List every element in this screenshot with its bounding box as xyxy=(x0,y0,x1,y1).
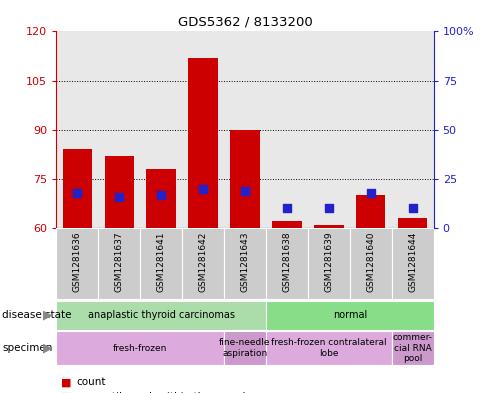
Text: fresh-frozen contralateral
lobe: fresh-frozen contralateral lobe xyxy=(271,338,387,358)
Text: specimen: specimen xyxy=(2,343,53,353)
FancyBboxPatch shape xyxy=(224,331,266,365)
Text: count: count xyxy=(76,377,105,387)
Bar xyxy=(230,130,260,228)
Text: GSM1281640: GSM1281640 xyxy=(366,231,375,292)
Text: GSM1281639: GSM1281639 xyxy=(324,231,333,292)
Bar xyxy=(188,58,218,228)
Point xyxy=(241,187,249,194)
Text: GSM1281644: GSM1281644 xyxy=(408,231,417,292)
Text: anaplastic thyroid carcinomas: anaplastic thyroid carcinomas xyxy=(88,310,235,320)
FancyBboxPatch shape xyxy=(182,228,224,299)
Text: fine-needle
aspiration: fine-needle aspiration xyxy=(219,338,271,358)
FancyBboxPatch shape xyxy=(392,228,434,299)
Point xyxy=(199,185,207,192)
Text: GSM1281641: GSM1281641 xyxy=(157,231,166,292)
Text: GSM1281637: GSM1281637 xyxy=(115,231,124,292)
Text: ▶: ▶ xyxy=(43,309,53,322)
Bar xyxy=(104,156,134,228)
FancyBboxPatch shape xyxy=(140,228,182,299)
Point xyxy=(409,205,416,211)
Text: fresh-frozen: fresh-frozen xyxy=(113,343,168,353)
Text: commer-
cial RNA
pool: commer- cial RNA pool xyxy=(392,333,433,363)
FancyBboxPatch shape xyxy=(56,301,266,330)
Point xyxy=(283,205,291,211)
Bar xyxy=(398,218,427,228)
Point xyxy=(115,193,123,200)
FancyBboxPatch shape xyxy=(392,331,434,365)
Bar xyxy=(314,225,343,228)
Point xyxy=(157,191,165,198)
FancyBboxPatch shape xyxy=(224,228,266,299)
Point xyxy=(367,189,375,196)
Text: ■: ■ xyxy=(61,377,72,387)
FancyBboxPatch shape xyxy=(266,301,434,330)
Text: ■: ■ xyxy=(61,392,72,393)
FancyBboxPatch shape xyxy=(266,228,308,299)
Text: GSM1281636: GSM1281636 xyxy=(73,231,82,292)
Point xyxy=(325,205,333,211)
Text: GSM1281642: GSM1281642 xyxy=(198,231,208,292)
FancyBboxPatch shape xyxy=(56,228,98,299)
Text: normal: normal xyxy=(333,310,367,320)
Point xyxy=(74,189,81,196)
FancyBboxPatch shape xyxy=(308,228,350,299)
Text: ▶: ▶ xyxy=(43,342,53,354)
FancyBboxPatch shape xyxy=(98,228,140,299)
Text: GSM1281643: GSM1281643 xyxy=(241,231,249,292)
FancyBboxPatch shape xyxy=(56,331,224,365)
Text: percentile rank within the sample: percentile rank within the sample xyxy=(76,392,252,393)
FancyBboxPatch shape xyxy=(266,331,392,365)
Bar xyxy=(356,195,386,228)
Text: GSM1281638: GSM1281638 xyxy=(282,231,292,292)
Bar xyxy=(63,149,92,228)
Text: disease state: disease state xyxy=(2,310,72,320)
Bar xyxy=(147,169,176,228)
Bar xyxy=(272,221,301,228)
Title: GDS5362 / 8133200: GDS5362 / 8133200 xyxy=(177,16,313,29)
FancyBboxPatch shape xyxy=(350,228,392,299)
